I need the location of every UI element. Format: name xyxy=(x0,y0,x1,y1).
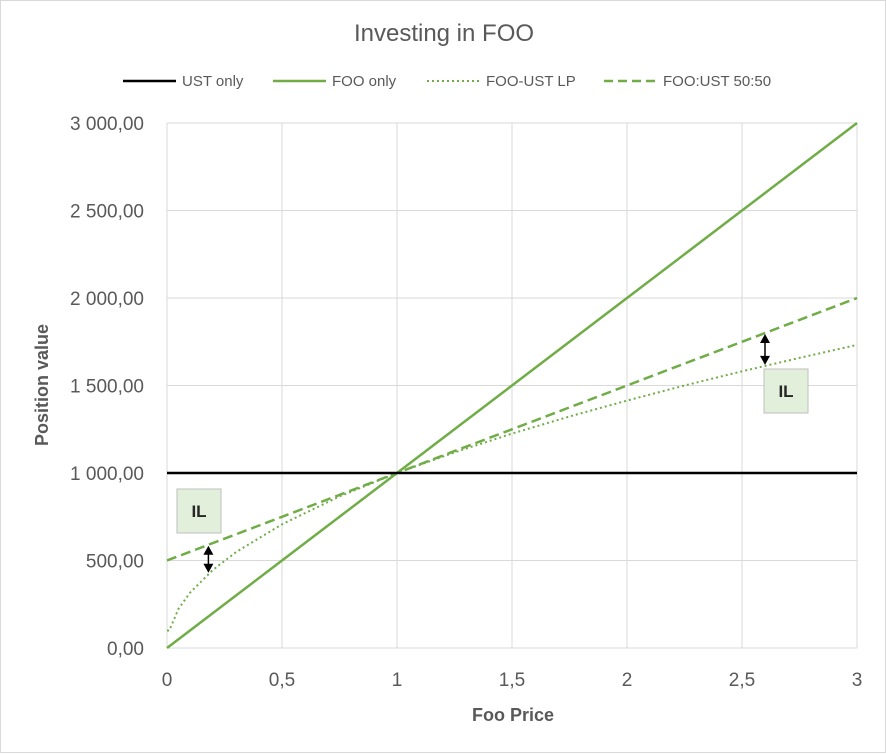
il-arrow-head-up xyxy=(203,545,214,555)
il-label-text: IL xyxy=(191,502,206,521)
y-tick-label: 2 500,00 xyxy=(70,202,144,223)
annotations: IL IL xyxy=(176,334,809,573)
legend-label-ust-only: UST only xyxy=(182,73,244,90)
y-tick-label: 0,00 xyxy=(107,639,144,660)
legend: UST only FOO only FOO-UST LP FOO:UST 50:… xyxy=(123,73,771,90)
il-arrow-head-up xyxy=(760,334,770,343)
y-axis-title: Position value xyxy=(32,324,52,446)
x-tick-label: 1,5 xyxy=(499,670,525,691)
x-tick-label: 1 xyxy=(392,670,403,691)
il-label-box xyxy=(763,368,809,414)
y-tick-label: 500,00 xyxy=(86,552,144,573)
il-arrow-head-down xyxy=(760,355,770,365)
legend-label-foo-ust-lp: FOO-UST LP xyxy=(486,73,576,90)
il-arrow-head-down xyxy=(203,563,214,573)
y-axis-ticks: 0,00 500,00 1 000,00 1 500,00 2 000,00 2 500,… xyxy=(70,114,144,660)
y-tick-label: 3 000,00 xyxy=(70,114,144,135)
x-tick-label: 2,5 xyxy=(729,670,755,691)
legend-label-foo-ust-5050: FOO:UST 50:50 xyxy=(663,73,771,90)
il-label-box xyxy=(176,488,222,534)
x-tick-label: 3 xyxy=(852,670,863,691)
legend-label-foo-only: FOO only xyxy=(332,73,397,90)
x-tick-label: 2 xyxy=(622,670,633,691)
x-axis-title: Foo Price xyxy=(472,705,554,725)
x-tick-label: 0 xyxy=(162,670,173,691)
y-tick-label: 2 000,00 xyxy=(70,289,144,310)
il-label-text: IL xyxy=(778,382,793,401)
x-tick-label: 0,5 xyxy=(269,670,295,691)
x-axis-ticks: 0 0,5 1 1,5 2 2,5 3 xyxy=(162,670,863,691)
y-tick-label: 1 000,00 xyxy=(70,464,144,485)
chart-title: Investing in FOO xyxy=(354,20,534,47)
series-lines xyxy=(166,122,858,650)
y-tick-label: 1 500,00 xyxy=(70,377,144,398)
